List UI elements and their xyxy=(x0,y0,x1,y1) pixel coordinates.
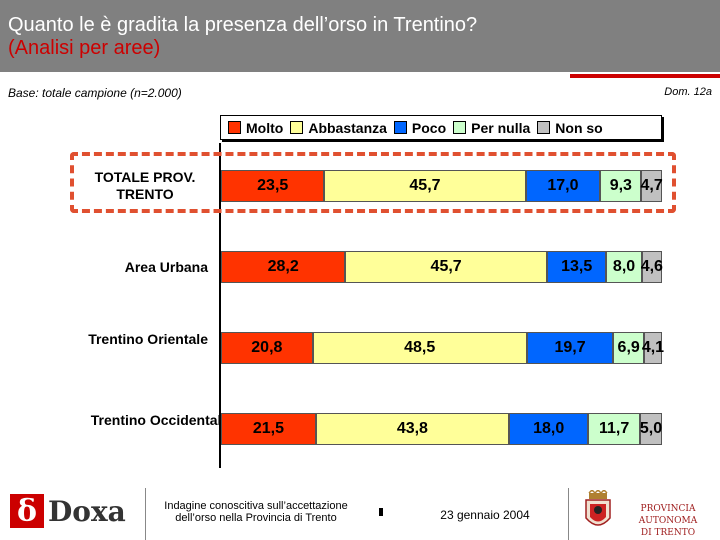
coat-of-arms-icon xyxy=(585,490,611,526)
pat-logo-line1: PROVINCIA AUTONOMA xyxy=(638,504,698,526)
footer-divider xyxy=(568,488,569,540)
bar-molto-totale-prov-trento: 23,5 xyxy=(221,170,325,202)
bar-per-nulla-area-urbana: 8,0 xyxy=(606,251,642,283)
category-label-area-urbana: Area Urbana xyxy=(124,259,208,275)
bar-per-nulla-trentino-orientale: 6,9 xyxy=(613,332,644,364)
survey-title-line2: dell’orso nella Provincia di Trento xyxy=(175,512,337,524)
footer-bullet xyxy=(379,508,383,516)
bar-non-so-trentino-occidentale: 5,0 xyxy=(640,413,662,445)
legend-item-non-so: Non so xyxy=(537,119,603,136)
footer-date: 23 gennaio 2004 xyxy=(440,508,530,522)
highlight-box xyxy=(70,152,676,213)
legend-item-abbastanza: Abbastanza xyxy=(290,120,387,136)
bar-non-so-area-urbana: 4,6 xyxy=(641,251,663,283)
header-bar: Quanto le è gradita la presenza dell’ors… xyxy=(0,0,720,72)
doxa-logo-mark: δ xyxy=(10,494,44,529)
legend-label: Poco xyxy=(411,119,447,136)
bar-poco-trentino-occidentale: 18,0 xyxy=(508,413,589,445)
legend-swatch xyxy=(228,121,241,134)
legend-label: Per nulla xyxy=(471,119,531,136)
chart-legend: Molto Abbastanza Poco Per nulla Non so xyxy=(220,115,662,140)
bar-per-nulla-totale-prov-trento: 9,3 xyxy=(600,170,642,202)
bar-row-area-urbana: 28,2 45,7 13,5 8,0 4,6 xyxy=(221,251,663,283)
bar-per-nulla-trentino-occidentale: 11,7 xyxy=(588,413,640,445)
question-reference: Dom. 12a xyxy=(664,86,712,98)
bar-non-so-totale-prov-trento: 4,7 xyxy=(641,170,663,202)
survey-title: Indagine conoscitiva sull’accettazione d… xyxy=(148,500,364,524)
bar-molto-trentino-occidentale: 21,5 xyxy=(221,413,316,445)
footer-divider xyxy=(145,488,146,540)
legend-item-poco: Poco xyxy=(393,119,447,136)
bar-abbastanza-totale-prov-trento: 45,7 xyxy=(324,170,526,202)
bar-poco-trentino-orientale: 19,7 xyxy=(526,332,614,364)
legend-item-molto: Molto xyxy=(228,120,283,136)
bar-molto-area-urbana: 28,2 xyxy=(221,251,346,283)
bar-row-trentino-orientale: 20,8 48,5 19,7 6,9 4,1 xyxy=(221,332,664,364)
legend-swatch xyxy=(290,121,304,134)
legend-label: Molto xyxy=(246,119,284,136)
page-subtitle: (Analisi per aree) xyxy=(8,37,161,59)
legend-item-per-nulla: Per nulla xyxy=(453,120,530,136)
legend-label: Abbastanza xyxy=(308,119,387,136)
legend-label: Non so xyxy=(555,119,603,136)
bar-row-totale-prov-trento: 23,5 45,7 17,0 9,3 4,7 xyxy=(221,170,663,202)
category-label-trentino-orientale: Trentino Orientale xyxy=(88,331,208,347)
bar-non-so-trentino-orientale: 4,1 xyxy=(642,332,664,364)
accent-line xyxy=(570,74,720,78)
legend-swatch xyxy=(453,121,467,134)
bar-row-trentino-occidentale: 21,5 43,8 18,0 11,7 5,0 xyxy=(221,413,662,445)
doxa-logo-text: Doxa xyxy=(48,494,126,528)
bar-abbastanza-trentino-orientale: 48,5 xyxy=(312,332,527,364)
pat-logo-line2: DI TRENTO xyxy=(640,528,696,538)
category-label-trentino-occidentale: Trentino Occidentale xyxy=(90,412,230,428)
page-title: Quanto le è gradita la presenza dell’ors… xyxy=(8,14,478,36)
survey-title-line1: Indagine conoscitiva sull’accettazione xyxy=(164,500,348,512)
bar-molto-trentino-orientale: 20,8 xyxy=(221,332,313,364)
bar-abbastanza-trentino-occidentale: 43,8 xyxy=(315,413,509,445)
base-note: Base: totale campione (n=2.000) xyxy=(8,86,182,100)
doxa-logo: δ Doxa xyxy=(10,494,126,529)
legend-swatch xyxy=(393,121,407,134)
category-label-totale-prov-trento: TOTALE PROV. TRENTO xyxy=(94,169,196,202)
category-axis xyxy=(219,143,221,468)
legend-swatch xyxy=(537,121,551,134)
bar-poco-area-urbana: 13,5 xyxy=(546,251,607,283)
pat-logo-text: PROVINCIA AUTONOMA DI TRENTO xyxy=(620,503,716,539)
bar-abbastanza-area-urbana: 45,7 xyxy=(345,251,547,283)
bar-poco-totale-prov-trento: 17,0 xyxy=(525,170,601,202)
